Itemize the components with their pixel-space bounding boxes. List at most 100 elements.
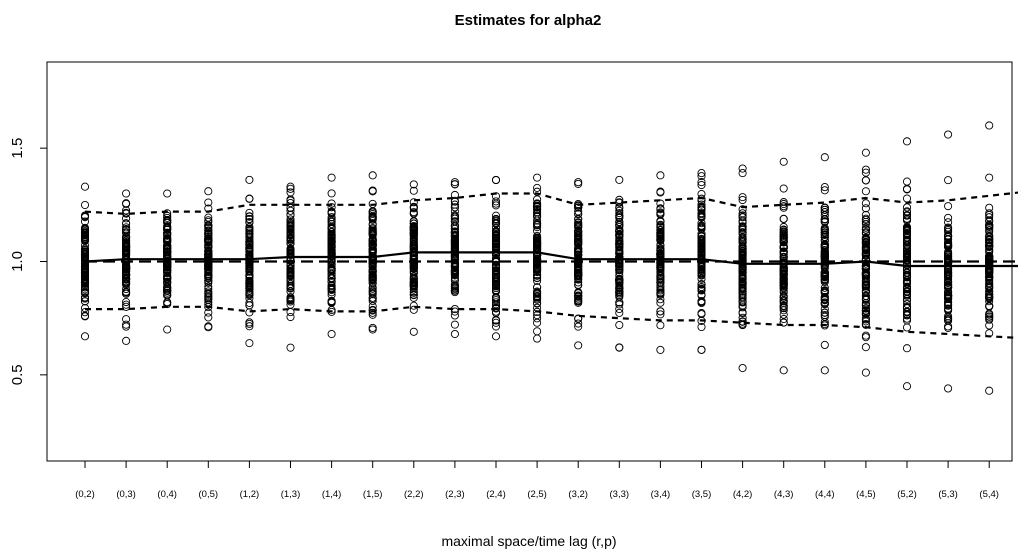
data-point [615, 175, 624, 184]
data-point [122, 274, 131, 283]
data-point [122, 284, 131, 294]
data-point [574, 314, 583, 323]
data-point [286, 312, 295, 322]
data-point [491, 318, 501, 327]
data-point [368, 265, 377, 274]
data-point [779, 267, 788, 276]
data-point [738, 303, 747, 312]
data-point [779, 225, 788, 235]
data-point [615, 248, 624, 257]
data-point [245, 243, 254, 252]
data-point [450, 280, 459, 289]
data-point [861, 331, 870, 340]
data-point [409, 301, 418, 310]
data-point [902, 382, 912, 391]
data-point [245, 215, 254, 224]
data-point [204, 308, 213, 317]
data-point [697, 211, 706, 220]
data-point [533, 187, 542, 196]
data-point [122, 289, 131, 298]
data-point [820, 203, 829, 212]
data-point [615, 298, 624, 307]
data-point [327, 240, 336, 249]
data-point [902, 210, 912, 220]
data-point [738, 213, 747, 222]
data-point [902, 323, 912, 332]
x-tick-label: (1,3) [281, 489, 301, 500]
data-point [656, 307, 665, 316]
data-point [491, 236, 501, 245]
data-point [574, 319, 583, 328]
data-point [861, 368, 870, 377]
data-point [204, 224, 213, 233]
data-point [409, 226, 418, 235]
data-point [409, 208, 418, 217]
data-point [738, 195, 747, 205]
x-tick-label: (0,3) [116, 489, 136, 500]
data-point [779, 314, 788, 324]
data-point [409, 291, 418, 300]
data-point [615, 213, 624, 222]
data-point [861, 309, 870, 318]
data-point [861, 251, 870, 260]
data-point [697, 271, 706, 280]
data-point [820, 299, 829, 309]
data-point [163, 215, 172, 224]
data-point [450, 320, 459, 329]
data-point [902, 246, 912, 255]
data-point [861, 286, 870, 295]
data-point [533, 216, 542, 225]
data-point [944, 294, 953, 303]
data-point [245, 265, 254, 274]
data-point [204, 313, 213, 322]
data-point [985, 256, 994, 265]
data-point [820, 340, 829, 349]
y-axis: 0.5 1.0 1.5 [9, 138, 47, 385]
x-tick-label: (2,2) [404, 489, 424, 500]
data-point [697, 231, 706, 240]
data-point [450, 221, 459, 230]
x-tick-label: (0,4) [157, 489, 177, 500]
data-point [902, 229, 912, 238]
data-point [245, 194, 254, 203]
x-axis: (0,2) (0,3) (0,4) (0,5) (1,2) (1,3) (1,4) (1,5)… [75, 461, 999, 500]
data-point [204, 198, 213, 207]
data-point [861, 281, 870, 290]
data-point [615, 264, 624, 273]
data-point [615, 343, 624, 352]
series-line-2 [85, 305, 1018, 340]
data-point [122, 263, 131, 272]
data-point [985, 243, 994, 252]
data-point [368, 227, 377, 236]
data-point [820, 296, 829, 305]
data-point [615, 235, 624, 244]
data-point [122, 189, 131, 198]
data-point [738, 294, 747, 303]
data-point [861, 219, 870, 228]
data-point [409, 327, 418, 336]
data-point [327, 284, 336, 293]
data-point [902, 223, 912, 233]
data-point [779, 198, 788, 207]
data-point [245, 308, 254, 317]
data-point [245, 224, 254, 233]
series-line-1 [84, 191, 1018, 216]
data-point [574, 214, 583, 223]
data-point [902, 185, 912, 194]
data-point [327, 199, 336, 208]
x-tick-label: (0,5) [199, 489, 219, 500]
data-point [450, 203, 459, 212]
data-point [409, 235, 418, 244]
data-point [656, 262, 665, 271]
data-point [286, 203, 295, 212]
data-point [574, 294, 583, 303]
data-point [985, 239, 994, 248]
data-point [163, 279, 172, 288]
data-point [80, 228, 90, 237]
data-point [80, 225, 90, 234]
data-point [204, 232, 213, 241]
data-point [697, 244, 706, 253]
data-point [327, 269, 336, 279]
data-point [697, 280, 706, 289]
data-point [985, 121, 994, 130]
